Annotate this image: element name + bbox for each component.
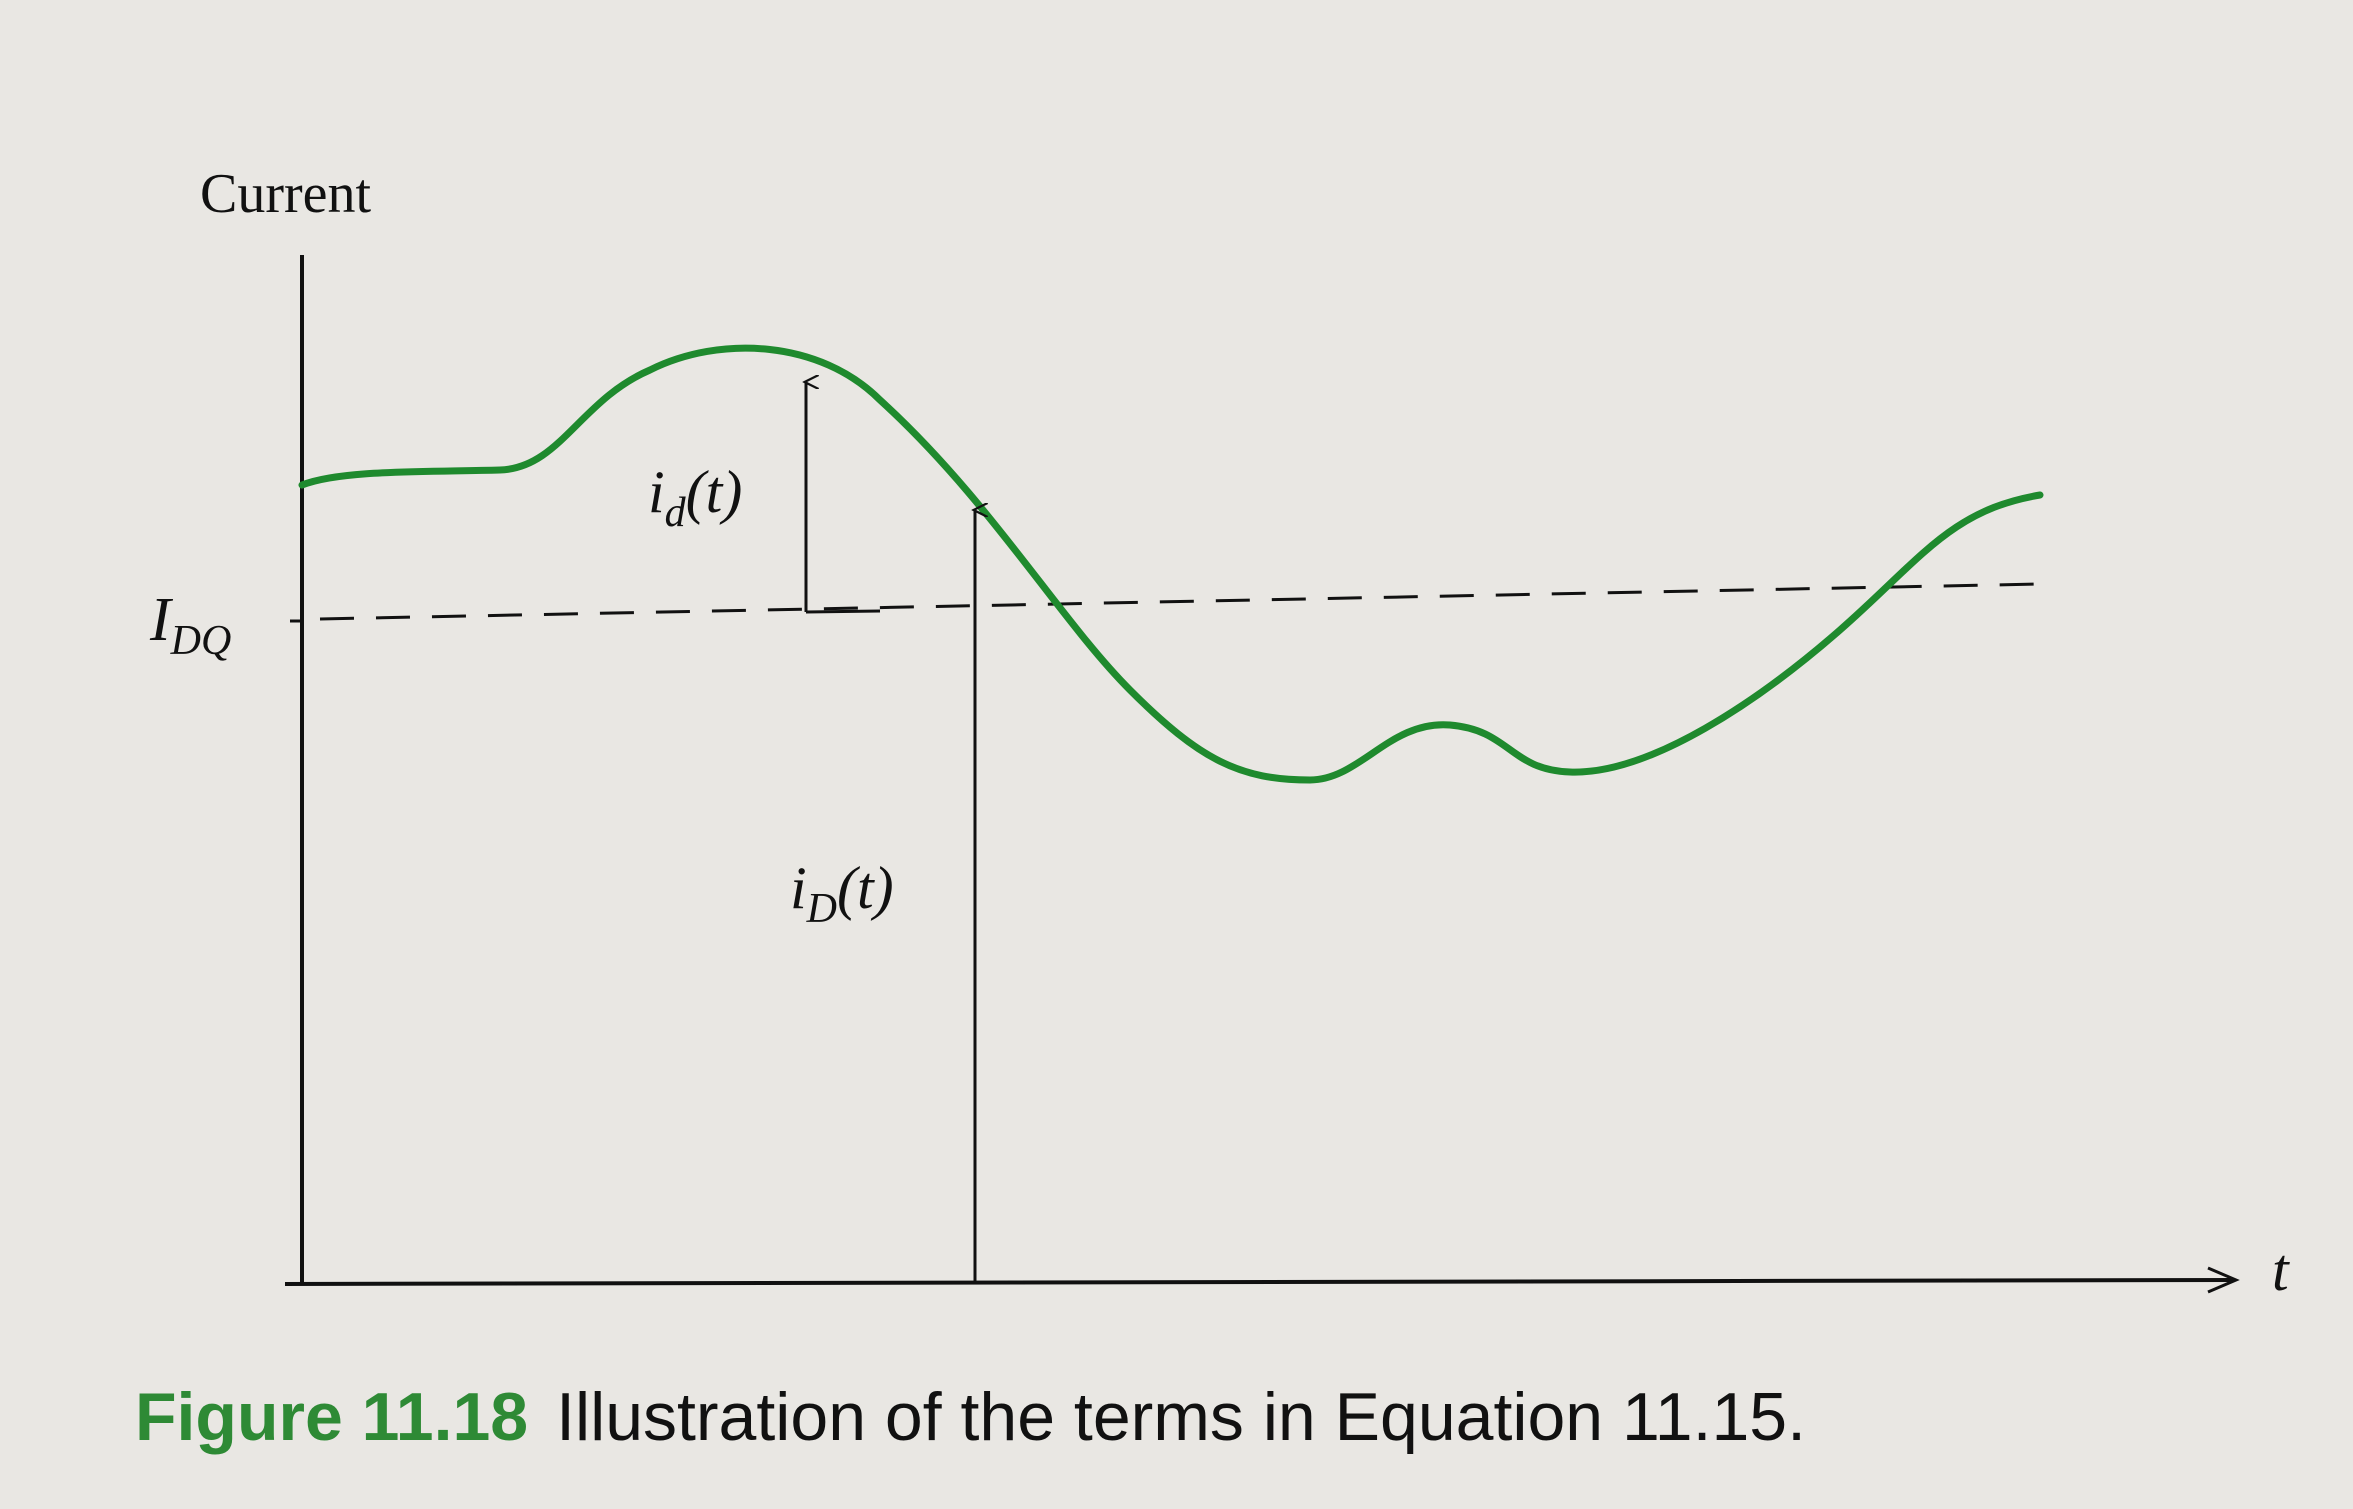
x-axis-label: t [2272,1237,2290,1303]
x-axis-arrowhead [2207,1266,2240,1294]
ac-component-label: id(t) [648,459,742,536]
idq-dashed-line [319,582,2041,621]
x-axis [284,1278,2236,1286]
drain-current-waveform [298,344,2044,784]
ac-component-base [805,609,881,614]
y-axis-label: Current [200,163,372,225]
caption-text: Illustration of the terms in Equation 11… [556,1379,1806,1455]
total-current-label: iD(t) [790,855,894,932]
figure-caption: Figure 11.18 Illustration of the terms in… [135,1379,1806,1455]
figure-number: Figure 11.18 [135,1379,528,1455]
idq-label: IDQ [149,586,231,664]
